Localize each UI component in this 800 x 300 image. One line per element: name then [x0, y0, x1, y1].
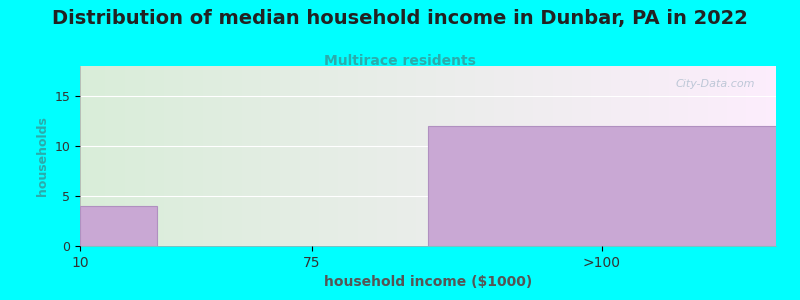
- X-axis label: household income ($1000): household income ($1000): [324, 275, 532, 289]
- Text: Multirace residents: Multirace residents: [324, 54, 476, 68]
- Text: Distribution of median household income in Dunbar, PA in 2022: Distribution of median household income …: [52, 9, 748, 28]
- Bar: [80, 206, 157, 246]
- Bar: [428, 126, 776, 246]
- Y-axis label: households: households: [36, 116, 49, 196]
- Text: City-Data.com: City-Data.com: [676, 79, 755, 88]
